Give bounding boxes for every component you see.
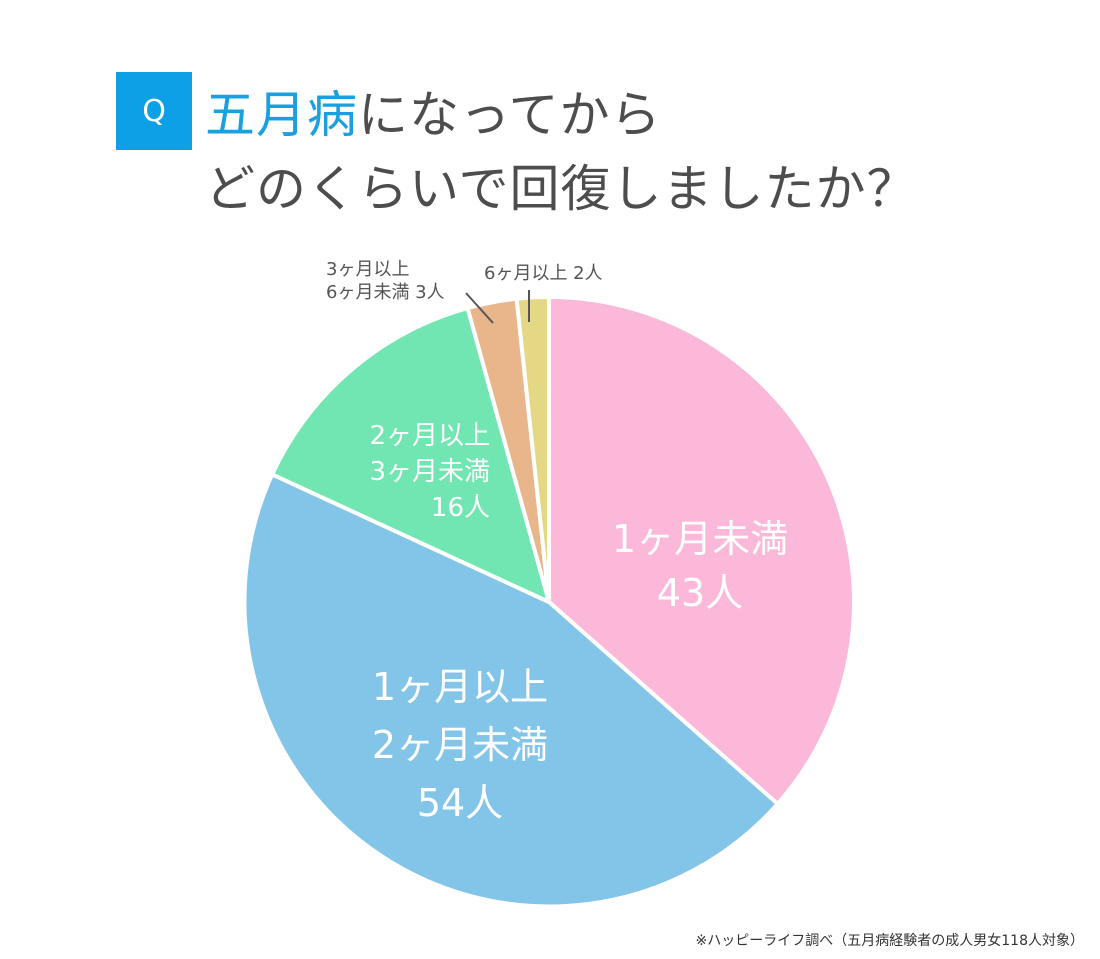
label-over-6-months: 6ヶ月以上 2人: [484, 263, 603, 284]
title-highlight: 五月病: [205, 86, 358, 144]
slice-under-1-month: [547, 295, 856, 806]
label-2-to-3-months: 2ヶ月以上 3ヶ月未満 16人: [369, 421, 490, 523]
chart-title: 五月病になってから どのくらいで回復しましたか？: [205, 78, 918, 226]
title-line2: どのくらいで回復しましたか？: [205, 160, 918, 218]
slice-2-to-3-months: [270, 306, 551, 604]
slice-over-6-months: [514, 294, 551, 604]
source-footnote: ※ハッピーライフ調べ（五月病経験者の成人男女118人対象）: [695, 933, 1084, 949]
title-line1: になってから: [358, 86, 662, 144]
leader-line-3-to-6: [465, 292, 494, 324]
label-1-to-2-months: 1ヶ月以上 2ヶ月未満 54人: [371, 665, 549, 825]
q-badge: Q: [116, 72, 192, 150]
slice-1-to-2-months: [242, 472, 780, 909]
label-under-1-month: 1ヶ月未満 43人: [611, 517, 789, 615]
label-3-to-6-months: 3ヶ月以上 6ヶ月未満 3人: [326, 259, 445, 303]
